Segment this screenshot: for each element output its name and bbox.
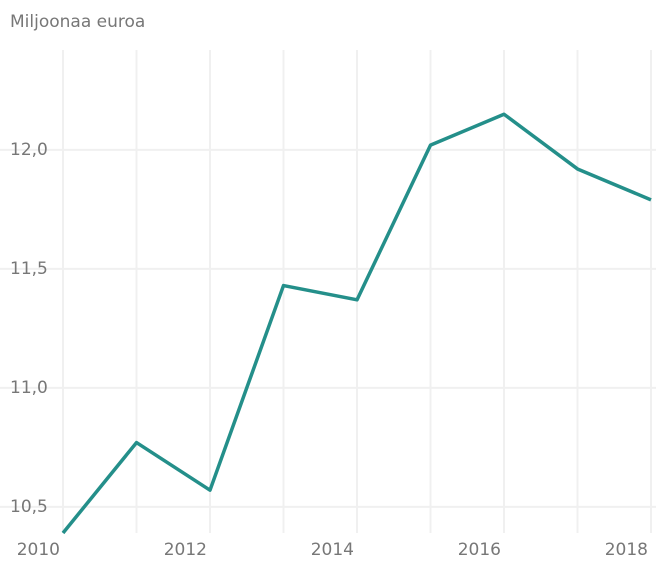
y-tick-label: 11,0 — [10, 378, 48, 398]
x-tick-label: 2012 — [164, 540, 207, 560]
data-line — [61, 112, 652, 535]
y-tick-label: 10,5 — [10, 497, 48, 517]
x-tick-label: 2018 — [605, 540, 648, 560]
x-tick-label: 2010 — [17, 540, 60, 560]
y-axis-label: Miljoonaa euroa — [10, 12, 145, 32]
y-tick-label: 11,5 — [10, 259, 48, 279]
x-tick-label: 2014 — [311, 540, 354, 560]
y-tick-label: 12,0 — [10, 140, 48, 160]
x-tick-label: 2016 — [458, 540, 501, 560]
